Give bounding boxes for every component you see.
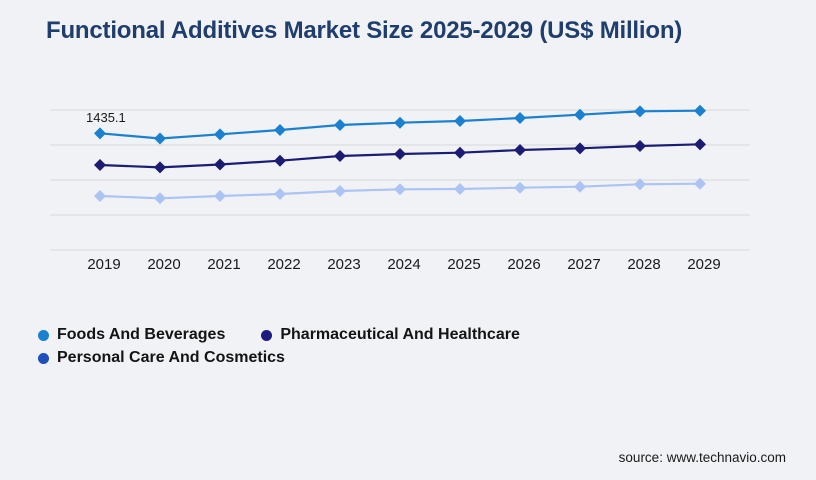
marker-foods-and-beverages [634, 105, 646, 118]
marker-foods-and-beverages [154, 132, 166, 145]
x-tick-label: 2026 [507, 256, 540, 273]
marker-personal-care-and-cosmetics [514, 181, 526, 194]
marker-foods-and-beverages [454, 115, 466, 128]
marker-pharmaceutical-and-healthcare [454, 146, 466, 159]
legend-marker-personal-care-and-cosmetics [38, 352, 49, 364]
legend-label-pharmaceutical-and-healthcare: Pharmaceutical And Healthcare [280, 326, 520, 343]
legend-item-pharmaceutical-and-healthcare[interactable]: Pharmaceutical And Healthcare [261, 324, 520, 346]
marker-pharmaceutical-and-healthcare [394, 148, 406, 161]
marker-foods-and-beverages [334, 119, 346, 132]
legend-item-foods-and-beverages[interactable]: Foods And Beverages [38, 324, 225, 346]
marker-personal-care-and-cosmetics [574, 180, 586, 193]
x-tick-label: 2027 [567, 256, 600, 273]
data-label-2019-foods-and-beverages: 1435.1 [86, 110, 126, 125]
marker-pharmaceutical-and-healthcare [274, 154, 286, 167]
x-tick-label: 2024 [387, 256, 420, 273]
marker-pharmaceutical-and-healthcare [514, 144, 526, 157]
marker-personal-care-and-cosmetics [274, 188, 286, 201]
marker-foods-and-beverages [94, 127, 106, 140]
marker-personal-care-and-cosmetics [94, 190, 106, 203]
x-tick-label: 2022 [267, 256, 300, 273]
chart-title: Functional Additives Market Size 2025-20… [46, 17, 683, 44]
marker-personal-care-and-cosmetics [394, 183, 406, 196]
marker-pharmaceutical-and-healthcare [214, 158, 226, 171]
x-tick-label: 2020 [147, 256, 180, 273]
marker-foods-and-beverages [694, 104, 706, 117]
x-tick-label: 2025 [447, 256, 480, 273]
marker-foods-and-beverages [214, 128, 226, 141]
marker-personal-care-and-cosmetics [694, 177, 706, 190]
marker-foods-and-beverages [574, 108, 586, 121]
x-tick-label: 2021 [207, 256, 240, 273]
marker-pharmaceutical-and-healthcare [634, 140, 646, 153]
marker-personal-care-and-cosmetics [154, 192, 166, 205]
x-tick-label: 2019 [87, 256, 120, 273]
legend-marker-pharmaceutical-and-healthcare [261, 329, 273, 341]
marker-foods-and-beverages [514, 112, 526, 125]
marker-pharmaceutical-and-healthcare [574, 142, 586, 155]
marker-personal-care-and-cosmetics [334, 185, 346, 198]
marker-personal-care-and-cosmetics [214, 190, 226, 203]
x-tick-label: 2028 [627, 256, 660, 273]
marker-foods-and-beverages [394, 116, 406, 129]
marker-personal-care-and-cosmetics [634, 178, 646, 191]
legend-marker-foods-and-beverages [38, 329, 49, 341]
chart-legend: Foods And Beverages Pharmaceutical And H… [38, 324, 638, 369]
legend-label-foods-and-beverages: Foods And Beverages [57, 326, 226, 343]
marker-pharmaceutical-and-healthcare [694, 138, 706, 151]
marker-foods-and-beverages [274, 124, 286, 137]
x-tick-label: 2029 [687, 256, 720, 273]
marker-pharmaceutical-and-healthcare [154, 161, 166, 174]
source-attribution: source: www.technavio.com [618, 450, 786, 465]
marker-pharmaceutical-and-healthcare [94, 159, 106, 172]
marker-personal-care-and-cosmetics [454, 183, 466, 196]
x-tick-label: 2023 [327, 256, 360, 273]
legend-label-personal-care-and-cosmetics: Personal Care And Cosmetics [57, 349, 285, 366]
marker-pharmaceutical-and-healthcare [334, 150, 346, 163]
legend-item-personal-care-and-cosmetics[interactable]: Personal Care And Cosmetics [38, 347, 285, 369]
